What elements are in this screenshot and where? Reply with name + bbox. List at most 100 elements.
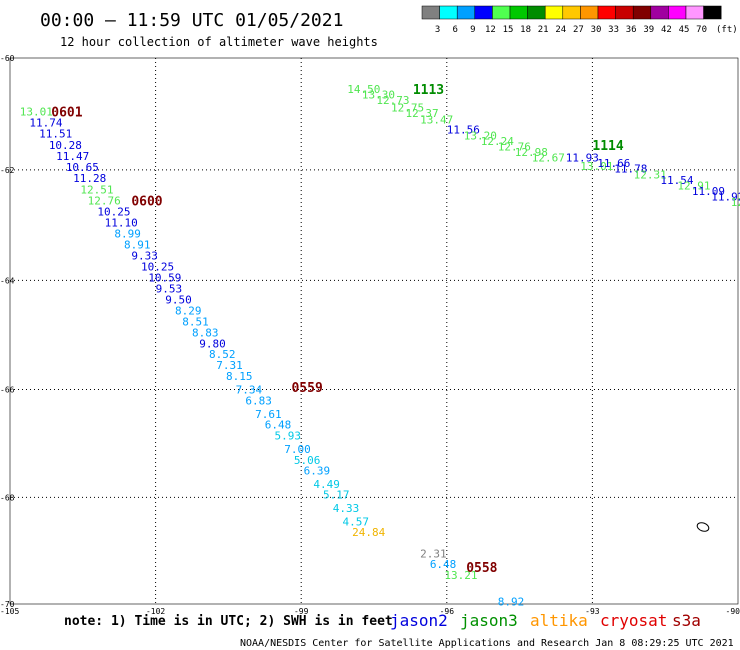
wave-height-value: 4.49: [313, 478, 340, 491]
colorbar-swatch: [632, 5, 652, 20]
wave-height-value: 12.73: [376, 94, 409, 107]
colorbar-swatch: [456, 5, 476, 20]
colorbar-label: 39: [643, 25, 654, 35]
wave-height-value: 12.37: [406, 107, 439, 120]
wave-height-value: 11.09: [692, 185, 725, 198]
wave-height-value: 5.93: [275, 430, 302, 443]
colorbar-bin: [703, 5, 722, 20]
colorbar-label: 12: [485, 25, 496, 35]
wave-height-value: 8.91: [124, 239, 151, 252]
wave-height-value: 11.66: [597, 157, 630, 170]
lon-tick-label: -99: [294, 607, 309, 616]
colorbar-swatch: [668, 5, 687, 20]
lat-tick-label: -60: [0, 54, 15, 63]
lon-tick-labels: -105 -102 -99 -96 -93 -90: [0, 607, 740, 616]
wave-height-value: 8.83: [192, 326, 219, 339]
colorbar-swatch: [562, 5, 581, 20]
legend-cryosat: cryosat: [600, 611, 667, 630]
wave-height-value: 11.10: [105, 216, 138, 229]
colorbar-swatch: [492, 5, 511, 20]
wave-height-value: 9.50: [165, 294, 192, 307]
colorbar-bin: 9: [456, 5, 476, 35]
colorbar-swatch: [421, 5, 440, 20]
wave-height-value: 8.29: [175, 304, 202, 317]
wave-height-value: 12.91: [677, 179, 710, 192]
colorbar-label: 3: [435, 25, 440, 35]
pass-time-labels: 0601 0600 0559 0558 1113 1114: [51, 83, 624, 576]
pass-time-label: 1113: [413, 83, 444, 98]
wave-height-value: 7.61: [255, 408, 281, 421]
colorbar-label: 33: [608, 25, 619, 35]
lat-tick-label: -70: [0, 600, 15, 609]
lon-tick-label: -105: [0, 607, 19, 616]
wave-height-value: 12.51: [80, 183, 113, 196]
wave-height-value: 12.24: [481, 135, 514, 148]
wave-height-value: 9.33: [131, 250, 158, 263]
colorbar-label: 6: [452, 25, 457, 35]
wave-height-value: 5.06: [294, 454, 321, 467]
wave-height-value: 8.52: [209, 348, 236, 361]
lat-tick-labels: -60 -62 -64 -66 -68 -70: [0, 54, 15, 609]
pass-time-label: 1114: [592, 139, 623, 154]
wave-height-value: 12.67: [532, 152, 565, 165]
lat-tick-label: -62: [0, 166, 15, 175]
colorbar-swatch: [703, 5, 722, 20]
wave-height-value: 6.39: [304, 465, 331, 478]
legend-jason2: jason2: [390, 611, 448, 630]
satellite-legend: jason2 jason3 altika cryosat s3a: [390, 611, 701, 630]
wave-height-value: 7.00: [284, 443, 311, 456]
lon-tick-label: -93: [585, 607, 600, 616]
wave-height-value: 6.83: [245, 394, 271, 407]
wave-height-value: 4.33: [333, 502, 360, 515]
wave-height-value: 13.21: [444, 569, 477, 582]
wave-height-value: 10.28: [49, 139, 82, 152]
colorbar-label: 18: [520, 25, 531, 35]
wave-height-value: 11.93: [566, 152, 599, 165]
wave-height-value: 8.15: [226, 370, 253, 383]
lat-tick-label: -68: [0, 493, 15, 502]
lat-tick-label: -64: [0, 276, 15, 285]
colorbar-label: 9: [470, 25, 475, 35]
colorbar-swatch: [527, 5, 546, 20]
map-subtitle: 12 hour collection of altimeter wave hei…: [60, 35, 378, 49]
wave-height-value: 9.80: [199, 337, 226, 350]
colorbar-swatch: [650, 5, 669, 20]
colorbar-label: 30: [591, 25, 602, 35]
colorbar-swatch: [439, 5, 458, 20]
wave-height-value: 10.65: [66, 161, 99, 174]
wave-height-value: 11.51: [39, 128, 72, 141]
graticule: [10, 58, 738, 604]
pass-time-label: 0601: [51, 105, 82, 120]
colorbar-swatch: [544, 5, 564, 20]
colorbar-label: 21: [538, 25, 549, 35]
wave-height-points: 13.0111.7411.5110.2811.4710.6511.2812.51…: [20, 83, 740, 608]
island-outline: [696, 522, 710, 532]
lon-tick-label: -102: [146, 607, 165, 616]
colorbar-label: 24: [555, 25, 566, 35]
wave-height-value: 12.76: [498, 140, 531, 153]
wave-height-value: 12.75: [391, 101, 424, 114]
wave-height-value: 2.31: [420, 548, 447, 561]
wave-height-value: 11.47: [56, 150, 89, 163]
colorbar-label: 45: [679, 25, 690, 35]
colorbar-label: 15: [503, 25, 514, 35]
wave-height-value: 12.91: [731, 196, 740, 209]
colorbar-swatch: [615, 5, 634, 20]
wave-height-value: 7.34: [236, 384, 263, 397]
wave-height-value: 11.92: [711, 190, 740, 203]
colorbar-swatch: [509, 5, 528, 20]
colorbar-label: 27: [573, 25, 584, 35]
wave-height-value: 10.59: [148, 272, 181, 285]
wave-height-value: 13.01: [580, 160, 613, 173]
colorbar-swatch: [597, 5, 616, 20]
colorbar-swatch: [685, 5, 704, 20]
colorbar-bin: 21: [527, 5, 549, 35]
map-title: 00:00 – 11:59 UTC 01/05/2021: [40, 10, 343, 31]
pass-time-label: 0558: [466, 561, 497, 576]
colorbar-label: 36: [626, 25, 637, 35]
wave-height-value: 9.53: [156, 283, 183, 296]
lon-tick-label: -96: [440, 607, 455, 616]
map-frame: [9, 57, 739, 605]
